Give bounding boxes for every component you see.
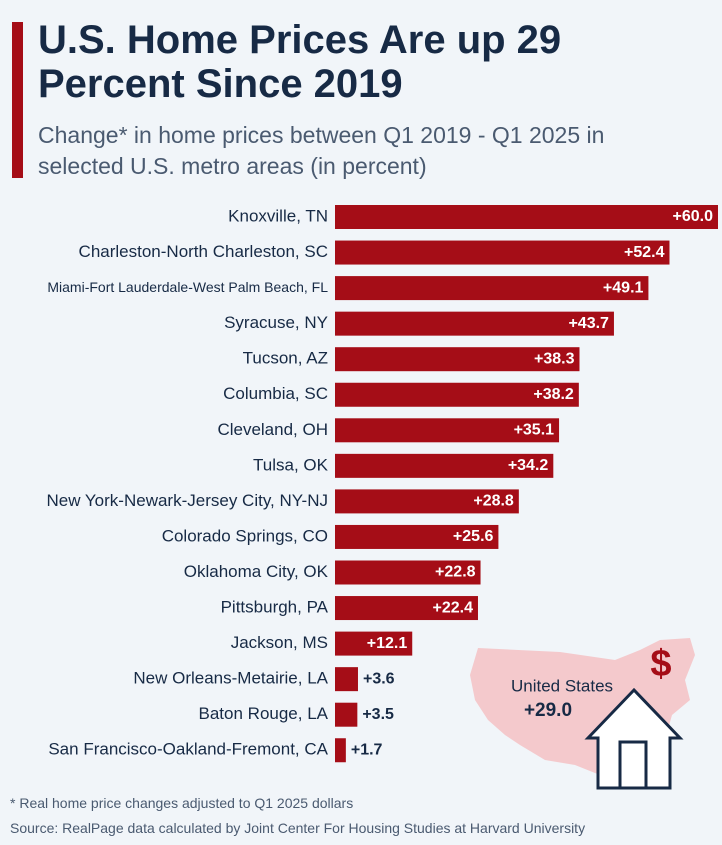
value-label: +34.2 <box>508 457 549 474</box>
source: Source: RealPage data calculated by Join… <box>10 820 586 836</box>
category-label: Colorado Springs, CO <box>162 526 328 545</box>
category-label: Oklahoma City, OK <box>184 562 329 581</box>
category-label: Baton Rouge, LA <box>199 704 329 723</box>
bar <box>335 489 519 514</box>
value-label: +22.4 <box>433 599 474 616</box>
bar <box>335 702 358 727</box>
category-label: San Francisco-Oakland-Fremont, CA <box>48 740 328 759</box>
category-label: New York-Newark-Jersey City, NY-NJ <box>46 491 328 510</box>
bar <box>335 631 413 656</box>
bar <box>335 667 358 692</box>
chart-title: U.S. Home Prices Are up 29 Percent Since… <box>38 18 562 106</box>
bar <box>335 311 614 336</box>
value-label: +25.6 <box>453 528 494 545</box>
bar <box>335 205 718 229</box>
house <box>584 687 684 790</box>
value-label: +22.8 <box>435 564 476 581</box>
bar <box>335 596 478 621</box>
annotation-label: United States <box>511 676 613 695</box>
value-label: +3.5 <box>362 706 394 723</box>
value-label: +43.7 <box>568 315 609 332</box>
category-label: Columbia, SC <box>223 384 328 403</box>
us-icon: $ <box>470 638 695 790</box>
value-label: +49.1 <box>603 279 644 296</box>
bar <box>335 240 670 265</box>
bar <box>335 276 649 301</box>
category-label: Tucson, AZ <box>243 349 328 368</box>
bar <box>335 453 554 478</box>
value-label: +12.1 <box>367 635 408 652</box>
category-label: Jackson, MS <box>231 633 328 652</box>
dollar-sign: $ <box>650 643 671 685</box>
chart-subtitle: Change* in home prices between Q1 2019 -… <box>38 122 605 179</box>
footnote: * Real home price changes adjusted to Q1… <box>10 795 354 811</box>
value-label: +60.0 <box>673 208 714 225</box>
value-label: +35.1 <box>514 422 555 439</box>
bar <box>335 738 346 763</box>
value-label: +1.7 <box>351 741 383 758</box>
category-label: Syracuse, NY <box>224 313 328 332</box>
value-label: +3.6 <box>363 670 395 687</box>
bar <box>335 382 579 407</box>
category-label: Charleston-North Charleston, SC <box>79 242 328 261</box>
value-label: +28.8 <box>473 493 514 510</box>
category-label: Cleveland, OH <box>217 420 328 439</box>
bar <box>335 560 481 585</box>
category-label: New Orleans-Metairie, LA <box>133 669 328 688</box>
value-label: +38.2 <box>533 386 574 403</box>
category-label: Pittsburgh, PA <box>221 598 329 617</box>
bar <box>335 418 560 443</box>
category-label: Tulsa, OK <box>253 455 329 474</box>
house-door <box>618 740 648 790</box>
value-label: +52.4 <box>624 244 665 261</box>
category-label: Knoxville, TN <box>228 206 328 225</box>
bar <box>335 524 499 549</box>
category-label: Miami-Fort Lauderdale-West Palm Beach, F… <box>47 279 328 295</box>
accent-bar <box>12 22 23 178</box>
annotation-value: +29.0 <box>524 700 572 721</box>
value-label: +38.3 <box>534 350 575 367</box>
bar <box>335 347 580 372</box>
